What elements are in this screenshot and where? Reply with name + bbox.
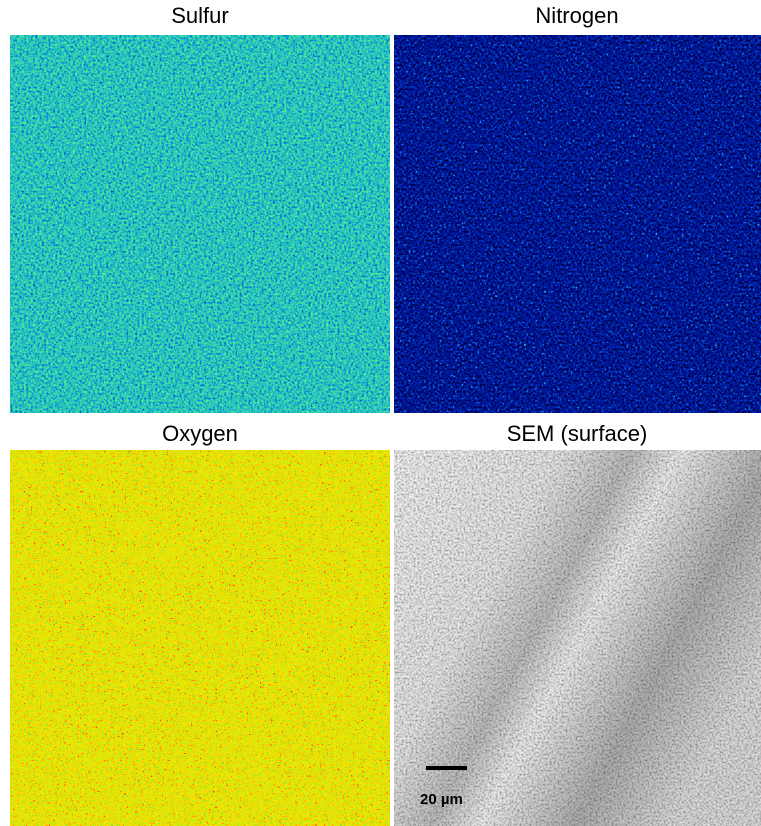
panel-title: Sulfur [171, 3, 228, 28]
scale-label: 20 µm [420, 791, 463, 808]
panel-title: Nitrogen [535, 3, 618, 28]
oxygen-map [10, 450, 390, 826]
sulfur-map [10, 35, 390, 413]
panel-title: Oxygen [162, 421, 238, 446]
figure: Sulfur Nitrogen Oxygen SEM (surface) 20 … [0, 0, 761, 826]
nitrogen-map [394, 35, 761, 413]
page: Sulfur Nitrogen Oxygen SEM (surface) 20 … [0, 0, 761, 826]
panel-title: SEM (surface) [507, 421, 648, 446]
